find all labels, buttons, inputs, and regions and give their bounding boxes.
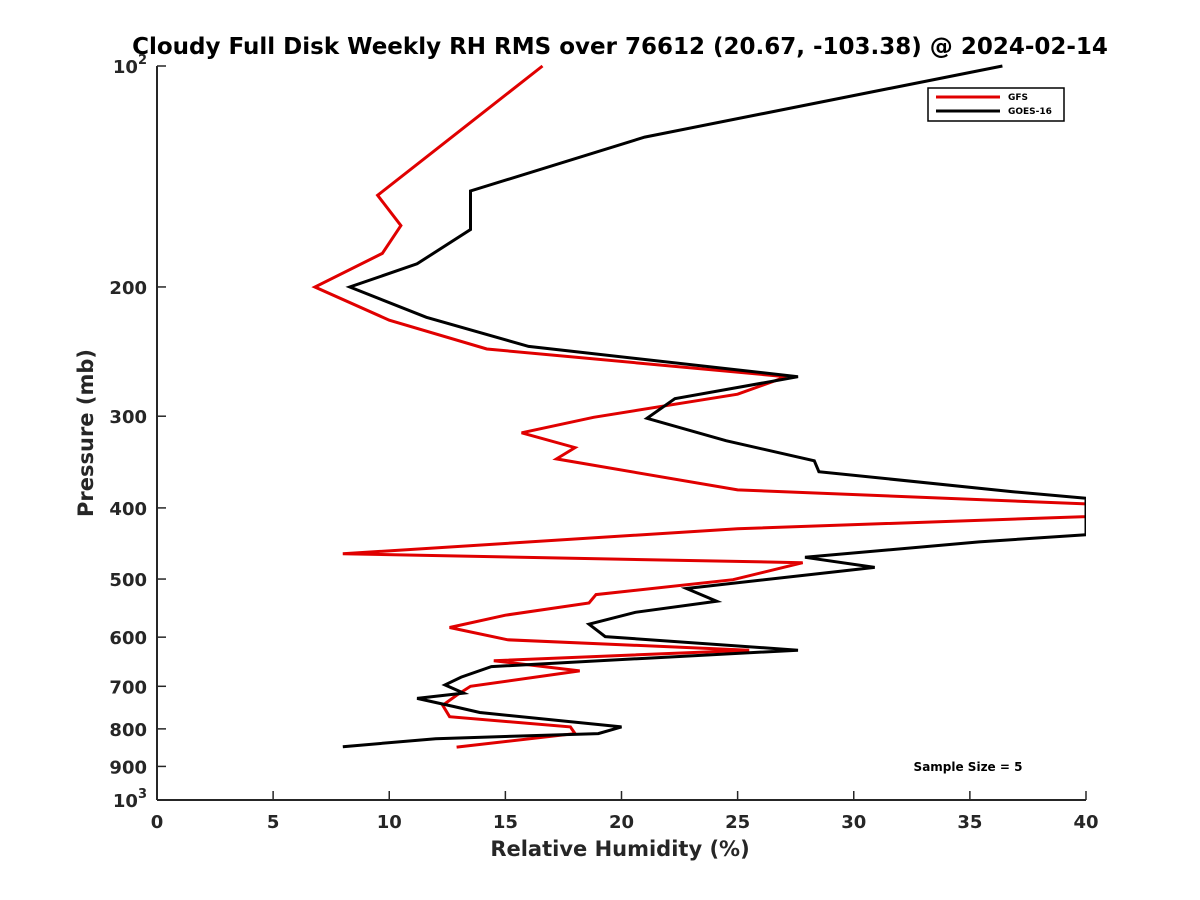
- x-tick-label: 0: [151, 812, 164, 833]
- legend-label: GFS: [1008, 93, 1028, 103]
- y-tick-label: 600: [109, 628, 147, 649]
- x-tick-label: 40: [1073, 812, 1098, 833]
- y-tick-label: 700: [109, 677, 147, 698]
- sample-size-annotation: Sample Size = 5: [914, 760, 1023, 774]
- y-tick-label: 300: [109, 407, 147, 428]
- x-tick-label: 30: [841, 812, 866, 833]
- x-axis-label: Relative Humidity (%): [490, 837, 749, 861]
- y-tick-label: 102: [113, 53, 147, 78]
- chart-title: Cloudy Full Disk Weekly RH RMS over 7661…: [132, 34, 1108, 60]
- tick-labels: 0 5 10 15 20 25 30 35 40 102 200 300 400 500 600 700 800…: [109, 53, 1098, 833]
- x-tick-label: 35: [957, 812, 982, 833]
- y-tick-label: 500: [109, 570, 147, 591]
- series-line-gfs: [311, 64, 1086, 749]
- y-tick-label: 900: [109, 757, 147, 778]
- legend-label: GOES-16: [1008, 107, 1052, 117]
- series-layer: [311, 64, 1086, 749]
- x-tick-label: 20: [609, 812, 634, 833]
- y-tick-label: 800: [109, 720, 147, 741]
- y-axis-label: Pressure (mb): [74, 349, 98, 517]
- y-tick-label: 200: [109, 278, 147, 299]
- axes: [156, 65, 1087, 801]
- series-line-goes-16: [342, 64, 1086, 749]
- x-tick-label: 25: [725, 812, 750, 833]
- y-tick-label: 103: [113, 787, 147, 812]
- x-tick-label: 10: [377, 812, 402, 833]
- legend: GFS GOES-16: [927, 87, 1065, 122]
- x-tick-label: 15: [493, 812, 518, 833]
- x-tick-label: 5: [267, 812, 280, 833]
- legend-box: [927, 87, 1065, 122]
- y-tick-label: 400: [109, 499, 147, 520]
